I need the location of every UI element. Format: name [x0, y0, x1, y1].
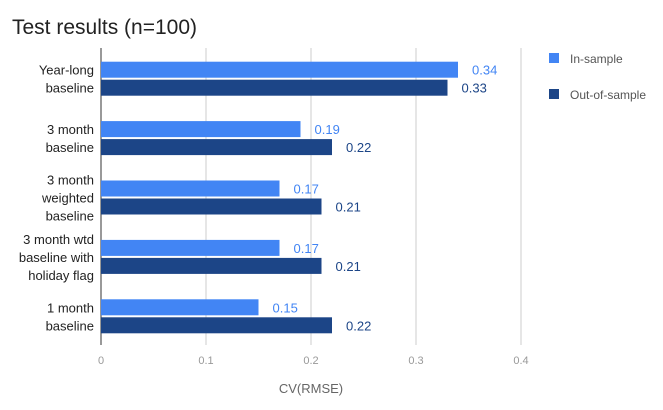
- bar-out-of-sample: [101, 79, 448, 96]
- category-label: baseline: [46, 81, 94, 96]
- data-label: 0.17: [294, 182, 319, 197]
- bar-in-sample: [101, 180, 280, 197]
- bar-out-of-sample: [101, 317, 332, 334]
- bar-in-sample: [101, 299, 259, 316]
- category-label: baseline: [46, 140, 94, 155]
- data-label: 0.34: [472, 63, 497, 78]
- category-label: holiday flag: [28, 268, 94, 283]
- x-tick-label: 0: [98, 355, 104, 367]
- data-label: 0.33: [462, 81, 487, 96]
- category-label: 1 month: [47, 300, 94, 315]
- data-label: 0.17: [294, 241, 319, 256]
- x-tick-label: 0.3: [408, 355, 423, 367]
- category-label: weighted: [41, 191, 94, 206]
- x-tick-label: 0.1: [198, 355, 213, 367]
- data-label: 0.22: [346, 318, 371, 333]
- category-label: baseline with: [19, 250, 94, 265]
- category-label: baseline: [46, 209, 94, 224]
- x-tick-label: 0.2: [303, 355, 318, 367]
- bar-out-of-sample: [101, 198, 322, 215]
- bar-in-sample: [101, 61, 458, 78]
- category-label: Year-long: [39, 63, 94, 78]
- data-label: 0.21: [336, 259, 361, 274]
- category-label: baseline: [46, 318, 94, 333]
- bar-in-sample: [101, 239, 280, 256]
- legend-label: In-sample: [570, 52, 623, 66]
- bar-out-of-sample: [101, 257, 322, 274]
- legend-swatch: [549, 53, 559, 63]
- legend-swatch: [549, 89, 559, 99]
- data-label: 0.19: [315, 122, 340, 137]
- category-label: 3 month: [47, 173, 94, 188]
- x-axis-label: CV(RMSE): [279, 381, 343, 396]
- data-label: 0.21: [336, 200, 361, 215]
- legend-label: Out-of-sample: [570, 88, 646, 102]
- bar-out-of-sample: [101, 139, 332, 156]
- category-label: 3 month wtd: [23, 232, 94, 247]
- chart-title: Test results (n=100): [12, 16, 197, 39]
- x-tick-label: 0.4: [513, 355, 528, 367]
- data-label: 0.15: [273, 300, 298, 315]
- data-label: 0.22: [346, 140, 371, 155]
- bar-in-sample: [101, 121, 301, 138]
- category-label: 3 month: [47, 122, 94, 137]
